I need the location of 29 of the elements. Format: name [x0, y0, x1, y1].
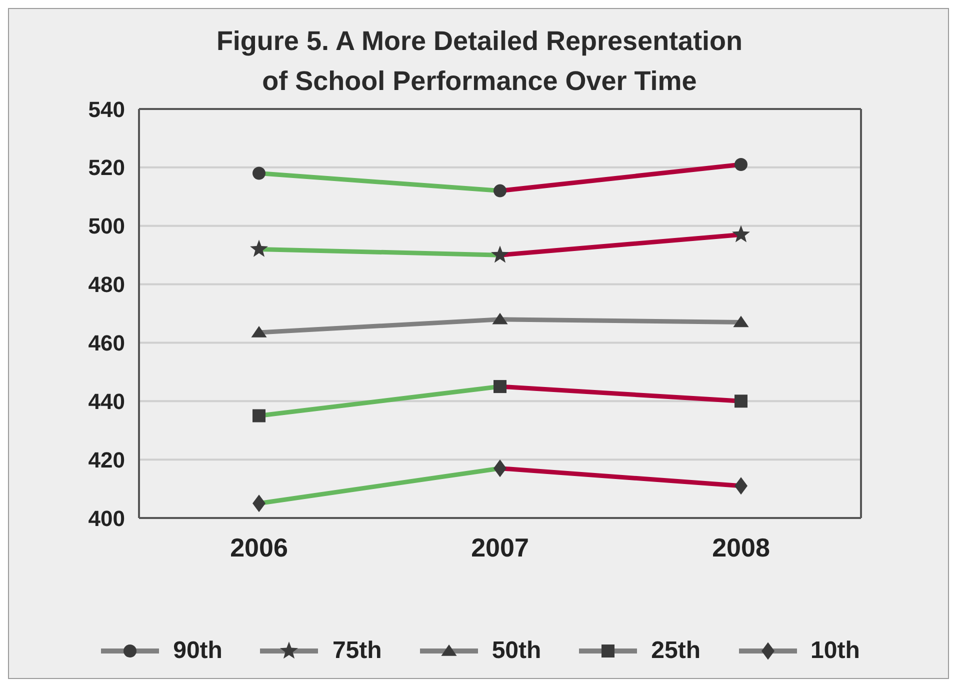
- point: [252, 166, 266, 180]
- point: [494, 460, 506, 478]
- y-tick-label: 400: [88, 506, 125, 531]
- point: [494, 380, 506, 394]
- chart-title: Figure 5. A More Detailed Representation of School Performance Over Time: [215, 25, 744, 96]
- point: [732, 225, 750, 242]
- point: [252, 409, 266, 422]
- x-tick-label: 2007: [471, 532, 529, 562]
- legend-label: 75th: [332, 637, 382, 665]
- y-tick-label: 420: [88, 447, 125, 472]
- y-tick-label: 440: [88, 388, 125, 414]
- point: [494, 184, 506, 198]
- y-tick-label: 520: [88, 155, 125, 180]
- x-tick-label: 2006: [230, 532, 288, 562]
- point: [734, 158, 748, 172]
- legend-label: 25th: [651, 637, 701, 665]
- point: [734, 477, 748, 495]
- legend-label: 90th: [173, 637, 222, 665]
- legend-label: 50th: [492, 637, 542, 665]
- y-tick-label: 500: [88, 214, 125, 239]
- x-tick-label: 2008: [712, 532, 770, 562]
- y-tick-label: 480: [88, 272, 125, 298]
- legend-label: 10th: [810, 637, 860, 665]
- point: [252, 494, 266, 512]
- point: [491, 246, 509, 263]
- y-tick-label: 540: [88, 96, 125, 122]
- point: [250, 240, 268, 257]
- y-tick-label: 460: [88, 330, 125, 356]
- point: [734, 394, 748, 408]
